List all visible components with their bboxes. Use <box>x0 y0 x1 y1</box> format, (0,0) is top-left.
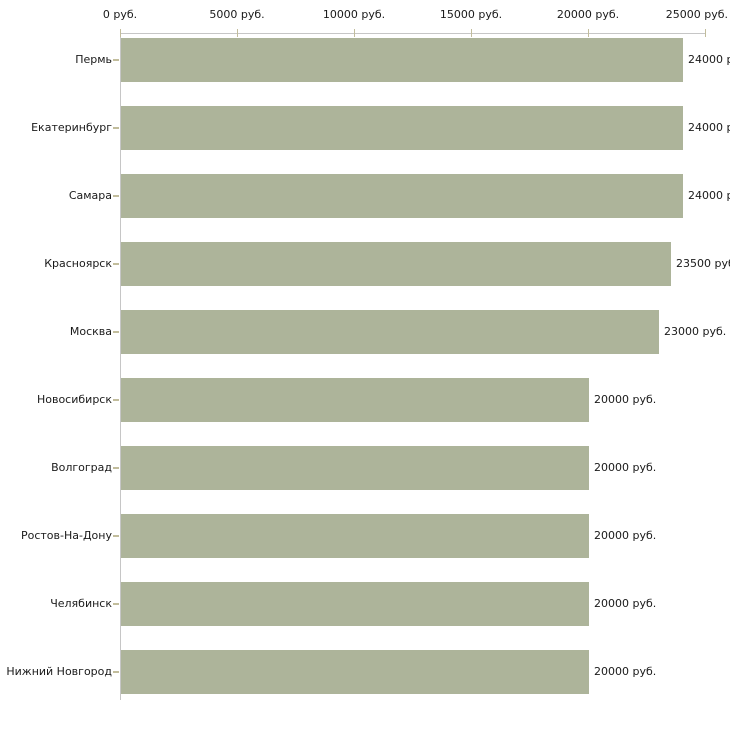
x-tick-mark <box>120 29 121 37</box>
value-label: 20000 руб. <box>594 393 657 406</box>
y-tick-mark <box>113 671 119 673</box>
value-label: 20000 руб. <box>594 461 657 474</box>
y-tick-mark <box>113 467 119 469</box>
bar <box>121 174 683 218</box>
category-label: Москва <box>69 325 112 338</box>
y-tick-mark <box>113 127 119 129</box>
x-tick-label: 10000 руб. <box>322 8 386 21</box>
category-label: Пермь <box>75 53 112 66</box>
x-tick-label: 25000 руб. <box>665 8 728 21</box>
y-tick-mark <box>113 263 119 265</box>
category-label: Новосибирск <box>36 393 112 406</box>
bar <box>121 514 589 558</box>
y-axis-line <box>120 33 121 700</box>
value-label: 20000 руб. <box>594 529 657 542</box>
category-label: Самара <box>68 189 112 202</box>
value-label: 20000 руб. <box>594 597 657 610</box>
x-tick-label: 20000 руб. <box>556 8 620 21</box>
value-label: 20000 руб. <box>594 665 657 678</box>
value-label: 23000 руб. <box>664 325 727 338</box>
bar <box>121 446 589 490</box>
bar <box>121 310 659 354</box>
bar <box>121 106 683 150</box>
x-tick-label: 15000 руб. <box>439 8 503 21</box>
y-tick-mark <box>113 535 119 537</box>
x-tick-mark <box>471 29 472 37</box>
x-tick-mark <box>588 29 589 37</box>
x-tick-mark <box>237 29 238 37</box>
y-tick-mark <box>113 195 119 197</box>
y-tick-mark <box>113 603 119 605</box>
x-tick-mark <box>705 29 706 37</box>
value-label: 24000 руб. <box>688 121 730 134</box>
category-label: Ростов-На-Дону <box>20 529 112 542</box>
category-label: Красноярск <box>44 257 112 270</box>
category-label: Нижний Новгород <box>6 665 112 678</box>
category-label: Волгоград <box>51 461 112 474</box>
x-tick-mark <box>354 29 355 37</box>
bar <box>121 650 589 694</box>
category-label: Челябинск <box>50 597 112 610</box>
y-tick-mark <box>113 59 119 61</box>
value-label: 24000 руб. <box>688 53 730 66</box>
bar <box>121 582 589 626</box>
x-axis-line <box>120 33 706 34</box>
y-tick-mark <box>113 331 119 333</box>
bar <box>121 242 671 286</box>
bar <box>121 378 589 422</box>
y-tick-mark <box>113 399 119 401</box>
value-label: 24000 руб. <box>688 189 730 202</box>
category-label: Екатеринбург <box>31 121 112 134</box>
x-tick-label: 5000 руб. <box>209 8 265 21</box>
bar <box>121 38 683 82</box>
x-tick-label: 0 руб. <box>102 8 138 21</box>
value-label: 23500 руб. <box>676 257 730 270</box>
